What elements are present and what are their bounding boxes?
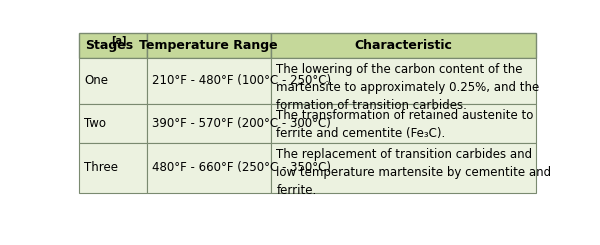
- Text: Two: Two: [84, 117, 106, 130]
- Bar: [146, 33, 271, 58]
- Text: The transformation of retained austenite to
ferrite and cementite (Fe₃C).: The transformation of retained austenite…: [277, 110, 534, 140]
- Text: Characteristic: Characteristic: [355, 39, 452, 52]
- Bar: [79, 104, 146, 143]
- Text: Three: Three: [84, 161, 118, 174]
- Bar: [271, 33, 536, 58]
- Bar: [271, 143, 536, 193]
- Text: Temperature Range: Temperature Range: [139, 39, 278, 52]
- Bar: [79, 143, 146, 193]
- Bar: [271, 104, 536, 143]
- Text: The lowering of the carbon content of the
martensite to approximately 0.25%, and: The lowering of the carbon content of th…: [277, 63, 539, 112]
- Text: 390°F - 570°F (200°C - 300°C): 390°F - 570°F (200°C - 300°C): [152, 117, 331, 130]
- Text: Stages: Stages: [86, 39, 134, 52]
- Bar: [146, 104, 271, 143]
- Bar: [271, 58, 536, 104]
- Bar: [146, 58, 271, 104]
- Bar: [79, 33, 146, 58]
- Bar: [79, 58, 146, 104]
- Bar: [146, 143, 271, 193]
- Text: 210°F - 480°F (100°C - 250°C): 210°F - 480°F (100°C - 250°C): [152, 74, 331, 87]
- Text: 480°F - 660°F (250°C - 350°C): 480°F - 660°F (250°C - 350°C): [152, 161, 331, 174]
- Text: One: One: [84, 74, 108, 87]
- Text: The replacement of transition carbides and
low temperature martensite by cementi: The replacement of transition carbides a…: [277, 148, 551, 197]
- Text: [a]: [a]: [112, 36, 127, 47]
